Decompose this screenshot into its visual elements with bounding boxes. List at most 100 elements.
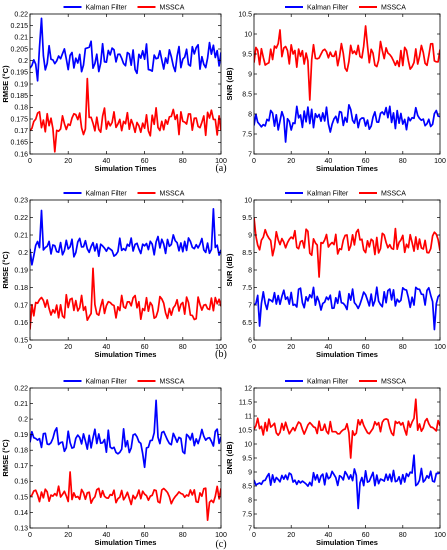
y-tick-label: 9.5 bbox=[242, 455, 252, 462]
y-tick-label: 0.19 bbox=[14, 267, 28, 274]
y-tick-label: 7 bbox=[248, 525, 252, 532]
y-tick-label: 12 bbox=[244, 385, 252, 392]
series-line-mssca bbox=[30, 267, 221, 330]
y-tick-label: 7.5 bbox=[242, 285, 252, 292]
y-tick-label: 8 bbox=[248, 267, 252, 274]
legend-mssca: MSSCA bbox=[359, 379, 406, 386]
plot-frame bbox=[29, 387, 222, 529]
y-tick-label: 8.5 bbox=[242, 483, 252, 490]
x-axis-label: Simulation Times bbox=[95, 538, 157, 547]
y-tick-label: 0.14 bbox=[14, 510, 28, 517]
legend-label: Kalman Filter bbox=[86, 379, 128, 386]
y-tick-label: 7 bbox=[248, 302, 252, 309]
series-line-kalman bbox=[254, 103, 440, 143]
x-tick-label: 60 bbox=[141, 344, 149, 351]
x-tick-label: 0 bbox=[252, 532, 256, 539]
y-tick-label: 0.16 bbox=[14, 151, 28, 158]
legend-kalman: Kalman Filter bbox=[63, 379, 128, 386]
y-tick-label: 0.13 bbox=[14, 525, 28, 532]
series-line-mssca bbox=[30, 77, 221, 153]
legend-mssca: MSSCA bbox=[137, 191, 185, 198]
x-axis-label: Simulation Times bbox=[95, 350, 157, 359]
x-tick-label: 20 bbox=[64, 344, 72, 351]
y-tick-label: 7 bbox=[248, 151, 252, 158]
y-tick-label: 9.5 bbox=[242, 215, 252, 222]
y-tick-label: 0.18 bbox=[14, 285, 28, 292]
x-tick-label: 40 bbox=[103, 532, 111, 539]
x-tick-label: 60 bbox=[362, 344, 370, 351]
x-tick-label: 40 bbox=[103, 158, 111, 165]
x-tick-label: 60 bbox=[362, 532, 370, 539]
chart-panels: 0 20 40 60 80 1000.160.1650.170.1750.180.1850… bbox=[1, 5, 446, 548]
y-tick-label: 6.5 bbox=[242, 320, 252, 327]
y-axis-label: SNR (dB) bbox=[225, 253, 234, 286]
y-tick-label: 0.19 bbox=[14, 81, 28, 88]
legend-label: MSSCA bbox=[160, 191, 185, 198]
y-tick-label: 0.17 bbox=[14, 463, 28, 470]
legend-label: MSSCA bbox=[381, 191, 406, 198]
x-axis-label: Simulation Times bbox=[316, 164, 378, 173]
legend-mssca: MSSCA bbox=[359, 191, 406, 198]
y-tick-label: 0.21 bbox=[14, 35, 28, 42]
series-line-mssca bbox=[254, 217, 440, 278]
series-line-mssca bbox=[30, 471, 221, 522]
series-line-kalman bbox=[30, 17, 221, 82]
x-axis-label: Simulation Times bbox=[316, 350, 378, 359]
y-tick-label: 0.21 bbox=[14, 232, 28, 239]
y-tick-label: 11.5 bbox=[239, 399, 252, 406]
x-tick-label: 20 bbox=[287, 158, 295, 165]
legend-mssca: MSSCA bbox=[137, 5, 185, 12]
series-line-kalman bbox=[254, 286, 440, 331]
x-tick-label: 80 bbox=[399, 158, 407, 165]
x-tick-label: 20 bbox=[64, 158, 72, 165]
plot-frame bbox=[253, 13, 441, 155]
y-tick-label: 8 bbox=[248, 497, 252, 504]
legend-label: Kalman Filter bbox=[86, 5, 128, 12]
x-tick-label: 60 bbox=[141, 158, 149, 165]
y-tick-label: 7.5 bbox=[242, 131, 252, 138]
legend-label: Kalman Filter bbox=[86, 191, 128, 198]
y-tick-label: 0.195 bbox=[10, 70, 28, 77]
caption-a: (a) bbox=[215, 163, 226, 174]
legend-kalman: Kalman Filter bbox=[285, 379, 349, 386]
x-tick-label: 0 bbox=[28, 158, 32, 165]
y-tick-label: 0.23 bbox=[14, 197, 28, 204]
legend-label: Kalman Filter bbox=[307, 5, 349, 12]
y-tick-label: 0.15 bbox=[14, 337, 28, 344]
y-tick-label: 0.22 bbox=[14, 11, 28, 18]
y-tick-label: 0.22 bbox=[14, 385, 28, 392]
y-axis-label: RMSE (°C) bbox=[1, 439, 10, 477]
x-tick-label: 100 bbox=[215, 532, 227, 539]
y-tick-label: 0.19 bbox=[14, 432, 28, 439]
legend-mssca: MSSCA bbox=[137, 379, 185, 386]
y-tick-label: 0.185 bbox=[10, 93, 28, 100]
y-tick-label: 0.2 bbox=[18, 250, 28, 257]
y-tick-label: 0.18 bbox=[14, 105, 28, 112]
y-tick-label: 0.2 bbox=[18, 417, 28, 424]
y-tick-label: 0.16 bbox=[14, 479, 28, 486]
x-tick-label: 100 bbox=[434, 344, 446, 351]
x-tick-label: 0 bbox=[252, 158, 256, 165]
x-tick-label: 80 bbox=[399, 344, 407, 351]
series-line-mssca bbox=[254, 398, 440, 459]
y-tick-label: 7.5 bbox=[242, 511, 252, 518]
plot-frame bbox=[253, 199, 441, 341]
x-tick-label: 100 bbox=[434, 158, 446, 165]
y-axis-label: RMSE (°C) bbox=[1, 65, 10, 103]
caption-c: (c) bbox=[215, 539, 226, 550]
series-line-kalman bbox=[254, 454, 440, 510]
x-tick-label: 60 bbox=[362, 158, 370, 165]
y-tick-label: 8 bbox=[248, 111, 252, 118]
y-tick-label: 0.16 bbox=[14, 320, 28, 327]
legend-kalman: Kalman Filter bbox=[285, 5, 349, 12]
series-line-mssca bbox=[254, 25, 440, 101]
legend-label: MSSCA bbox=[381, 5, 406, 12]
legend-label: MSSCA bbox=[160, 379, 185, 386]
x-tick-label: 80 bbox=[179, 344, 187, 351]
y-tick-label: 10 bbox=[244, 197, 252, 204]
y-tick-label: 10.5 bbox=[238, 427, 252, 434]
x-tick-label: 80 bbox=[399, 532, 407, 539]
y-tick-label: 0.175 bbox=[10, 116, 28, 123]
caption-b: (b) bbox=[215, 349, 227, 360]
y-tick-label: 0.15 bbox=[14, 494, 28, 501]
